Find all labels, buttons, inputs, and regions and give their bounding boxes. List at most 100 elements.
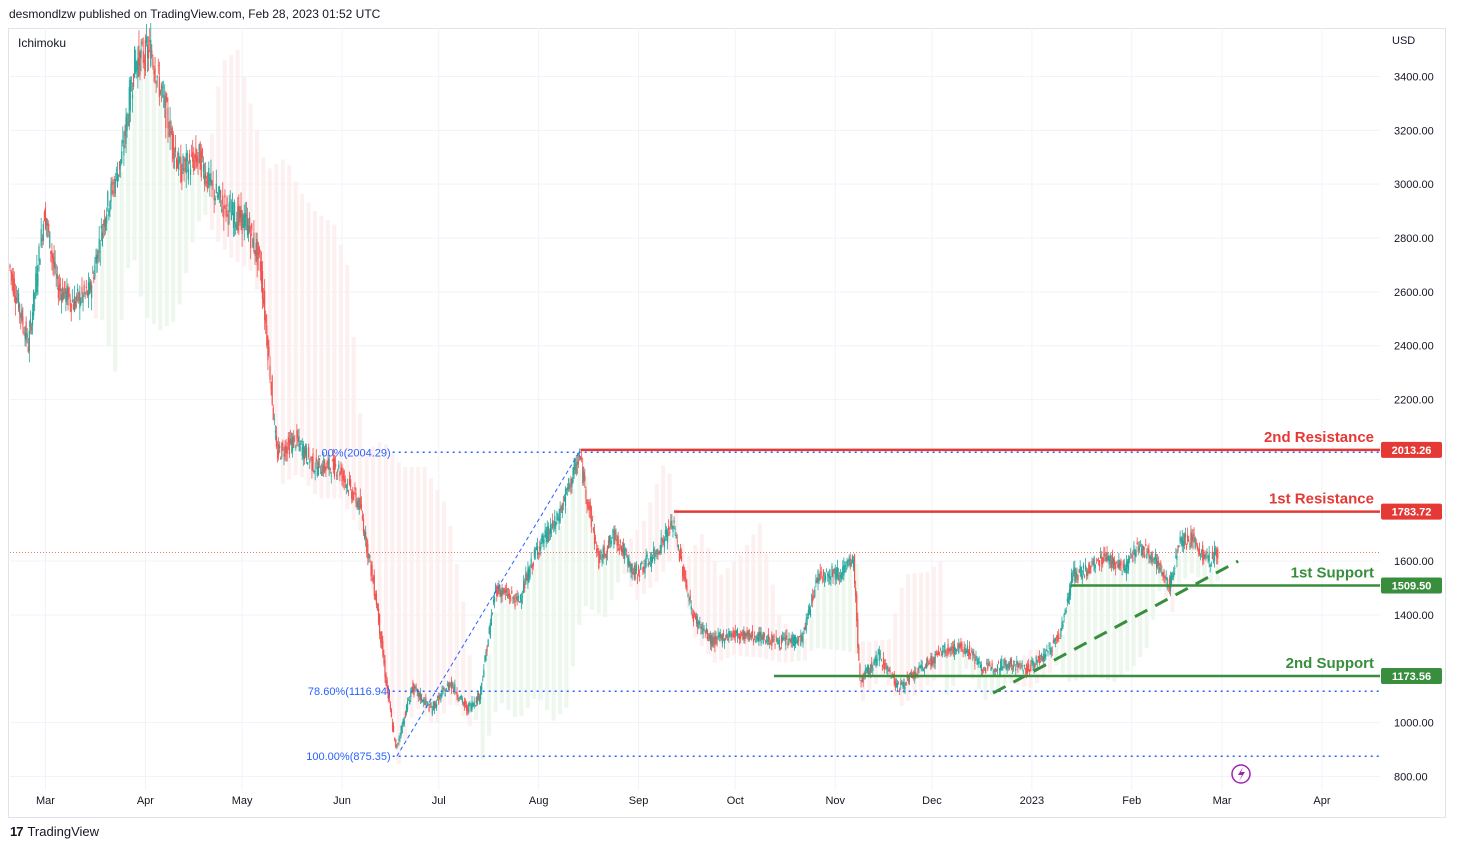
candle-body: [259, 261, 261, 272]
candle-body: [790, 638, 792, 644]
cloud-segment: [738, 555, 743, 656]
candle-body: [957, 645, 959, 647]
indicator-label[interactable]: Ichimoku: [18, 36, 67, 50]
candle-body: [178, 152, 180, 170]
candle-body: [1066, 599, 1068, 602]
footer-brand[interactable]: 17 TradingView: [10, 824, 99, 839]
candle-body: [963, 646, 965, 649]
candle-body: [72, 303, 74, 310]
cloud-segment: [1183, 540, 1188, 579]
candle-body: [80, 301, 82, 304]
candle-body: [762, 631, 764, 644]
cloud-segment: [132, 90, 137, 261]
cloud-segment: [983, 669, 988, 700]
candle-body: [702, 628, 704, 635]
candle-body: [1000, 660, 1002, 672]
candle-body: [1213, 548, 1216, 561]
cloud-segment: [680, 543, 685, 581]
candle-body: [778, 639, 780, 648]
candle-body: [34, 293, 36, 299]
candle-body: [1196, 545, 1198, 549]
candle-body: [741, 632, 743, 635]
cloud-segment: [912, 573, 917, 696]
candle-body: [84, 293, 86, 295]
candle-body: [200, 151, 202, 177]
candle-body: [26, 333, 28, 339]
candle-body: [620, 545, 622, 553]
candle-body: [41, 238, 43, 242]
candle-body: [1017, 662, 1019, 669]
candle-body: [988, 663, 990, 664]
candle-body: [1129, 557, 1131, 560]
candle-body: [660, 537, 662, 553]
candle-body: [625, 549, 627, 552]
cloud-segment: [770, 584, 775, 661]
candle-body: [126, 113, 128, 131]
candle-body: [799, 635, 801, 637]
candle-body: [222, 195, 224, 205]
candle-body: [601, 559, 603, 563]
candle-body: [1052, 640, 1054, 644]
candle-body: [1207, 555, 1209, 557]
candle-body: [1168, 578, 1170, 588]
candle-body: [498, 585, 500, 591]
candle-body: [520, 599, 523, 603]
candle-body: [1047, 650, 1049, 653]
chart-frame[interactable]: [8, 28, 1446, 818]
candle-body: [831, 565, 833, 577]
candle-body: [1184, 533, 1187, 538]
candle-body: [1023, 664, 1025, 667]
candle-body: [942, 651, 944, 656]
candle-body: [477, 693, 480, 699]
lightning-icon[interactable]: [1231, 764, 1251, 784]
candle-body: [979, 664, 981, 668]
candle-body: [276, 450, 279, 459]
candle-body: [89, 282, 92, 291]
x-tick-label: Oct: [727, 795, 744, 807]
candle-body: [528, 567, 530, 582]
candle-body: [671, 520, 673, 529]
candle-body: [661, 538, 663, 541]
candle-body: [1155, 557, 1158, 568]
candle-body: [446, 684, 448, 686]
candle-body: [596, 548, 598, 553]
candle-body: [1176, 556, 1178, 560]
candle-body: [406, 701, 409, 710]
candle-body: [312, 453, 314, 471]
candle-body: [804, 626, 806, 630]
candle-body: [325, 467, 327, 471]
candle-body: [1193, 533, 1195, 537]
candle-body: [425, 697, 427, 702]
candle-body: [1030, 664, 1032, 672]
candle-body: [117, 174, 120, 176]
cloud-segment: [1189, 540, 1194, 574]
candle-body: [592, 527, 595, 531]
candle-body: [295, 445, 297, 449]
candle-body: [578, 455, 581, 458]
candle-body: [817, 570, 819, 584]
candle-body: [134, 46, 136, 78]
candle-body: [169, 119, 171, 138]
candle-body: [516, 595, 518, 600]
candle-body: [653, 548, 655, 554]
candle-body: [873, 660, 875, 665]
cloud-segment: [1209, 561, 1214, 587]
cloud-segment: [390, 453, 395, 722]
candle-body: [385, 674, 387, 686]
candle-body: [999, 668, 1001, 671]
candle-body: [876, 658, 878, 666]
candle-body: [1205, 552, 1207, 555]
cloud-segment: [757, 523, 762, 658]
candle-body: [922, 668, 924, 671]
cloud-segment: [280, 159, 285, 484]
candle-body: [366, 537, 368, 553]
cloud-segment: [480, 697, 485, 760]
cloud-segment: [203, 165, 208, 215]
candle-body: [497, 588, 499, 595]
candle-body: [937, 650, 939, 656]
x-tick-label: Nov: [825, 795, 845, 807]
candle-body: [907, 676, 909, 682]
candle-body: [1078, 570, 1080, 573]
level-price-badge: [1381, 667, 1442, 684]
